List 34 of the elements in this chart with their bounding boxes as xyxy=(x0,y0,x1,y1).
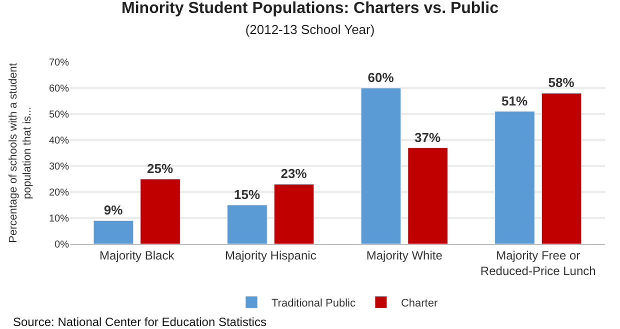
x-tick-label: Majority Black xyxy=(100,248,176,262)
bar xyxy=(93,220,134,244)
y-axis-title: Percentage of schools with a student population that is... xyxy=(7,63,34,243)
y-tick-label: 50% xyxy=(48,110,70,120)
bar xyxy=(360,88,402,244)
y-tick-label: 30% xyxy=(48,162,70,172)
bar xyxy=(494,111,535,244)
y-tick-label: 10% xyxy=(48,214,70,224)
data-label: 15% xyxy=(234,187,260,202)
y-tick-label: 40% xyxy=(48,136,70,146)
legend-label: Traditional Public xyxy=(272,297,356,310)
y-tick-label: 20% xyxy=(48,188,70,198)
data-label: 37% xyxy=(414,130,442,145)
chart-title: Minority Student Populations: Charters vs. Public xyxy=(122,0,499,18)
bar xyxy=(274,184,314,244)
bar xyxy=(541,92,582,244)
y-tick-label: 60% xyxy=(48,84,70,94)
data-label: 25% xyxy=(147,161,174,176)
bar xyxy=(140,178,180,244)
legend-label: Charter xyxy=(400,297,438,310)
data-label: 23% xyxy=(280,166,308,182)
data-label: 9% xyxy=(104,202,124,218)
y-tick-label: 0% xyxy=(54,240,70,250)
data-label: 51% xyxy=(501,93,528,108)
x-tick-label: Majority Free or Reduced-Price Lunch xyxy=(480,248,596,278)
chart-subtitle: (2012-13 School Year) xyxy=(245,22,375,37)
data-label: 60% xyxy=(368,70,394,85)
data-label: 58% xyxy=(548,75,575,90)
bar xyxy=(408,148,448,244)
x-tick-label: Majority White xyxy=(366,248,443,262)
source-note: Source: National Center for Education Statistics xyxy=(13,315,266,329)
y-tick-label: 70% xyxy=(48,58,70,68)
bar xyxy=(227,204,268,244)
x-tick-label: Majority Hispanic xyxy=(224,248,316,262)
